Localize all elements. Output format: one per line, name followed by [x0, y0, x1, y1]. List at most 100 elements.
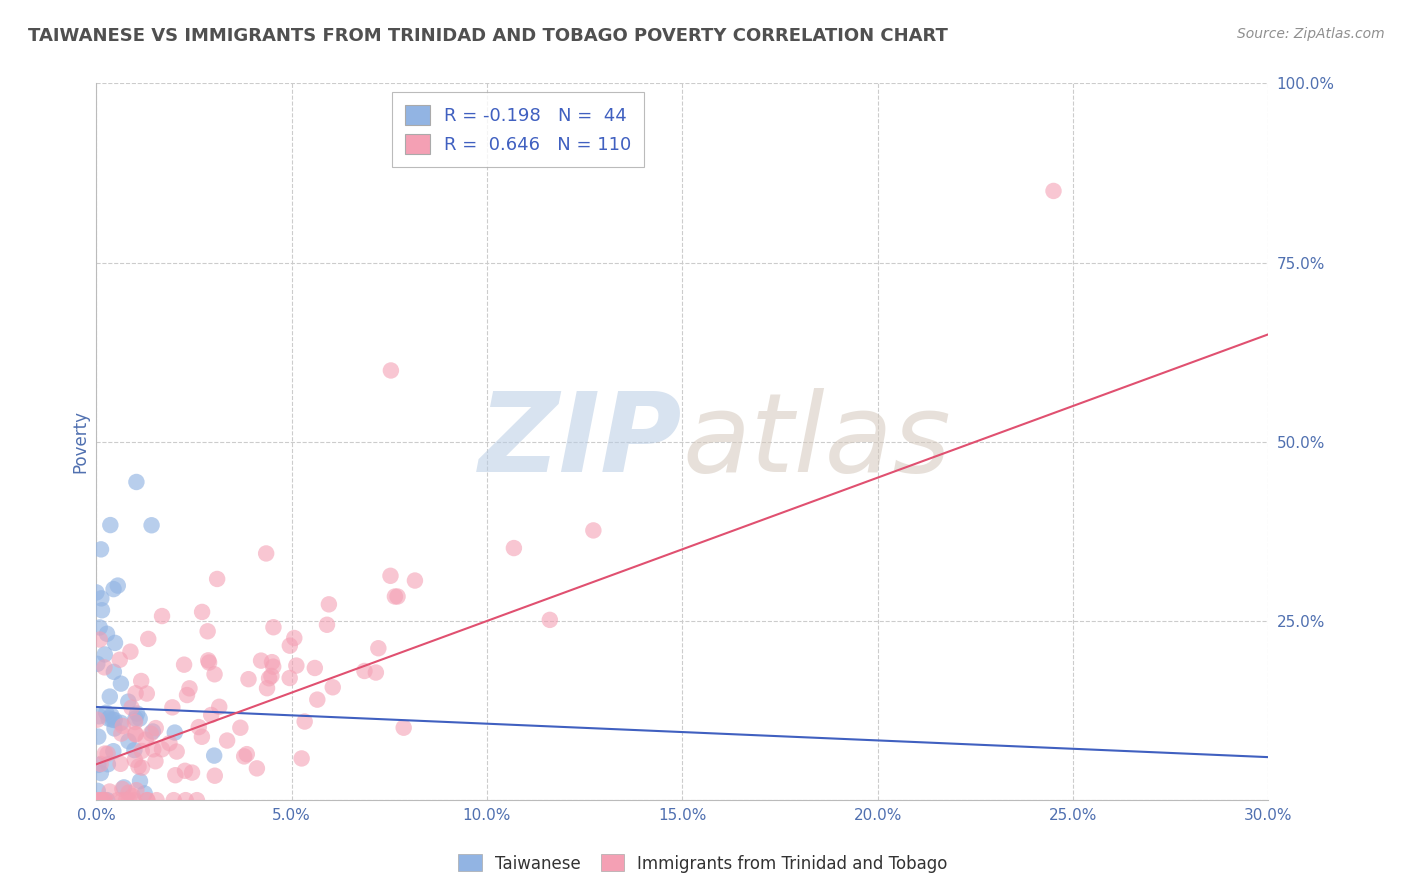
Point	[145, 754, 167, 768]
Point	[112, 780, 135, 795]
Point	[121, 789, 143, 803]
Point	[90, 793, 112, 807]
Point	[318, 598, 340, 612]
Point	[159, 736, 181, 750]
Point	[208, 699, 231, 714]
Point	[139, 726, 162, 740]
Point	[91, 603, 114, 617]
Point	[179, 681, 201, 696]
Point	[91, 793, 114, 807]
Point	[117, 734, 139, 748]
Point	[86, 713, 108, 727]
Point	[89, 620, 111, 634]
Point	[136, 793, 159, 807]
Point	[135, 687, 157, 701]
Point	[90, 542, 112, 557]
Point	[108, 653, 131, 667]
Point	[94, 648, 117, 662]
Point	[96, 793, 118, 807]
Point	[236, 747, 259, 761]
Point	[125, 727, 148, 741]
Point	[285, 658, 308, 673]
Point	[87, 793, 110, 807]
Point	[136, 793, 159, 807]
Point	[93, 660, 115, 674]
Point	[89, 632, 111, 647]
Point	[110, 726, 132, 740]
Point	[87, 730, 110, 744]
Point	[198, 656, 221, 670]
Point	[238, 672, 260, 686]
Point	[392, 721, 415, 735]
Point	[98, 690, 121, 704]
Point	[165, 768, 187, 782]
Point	[129, 774, 152, 789]
Point	[262, 659, 284, 673]
Point	[111, 719, 134, 733]
Point	[110, 676, 132, 690]
Point	[256, 681, 278, 696]
Point	[120, 645, 142, 659]
Point	[283, 631, 305, 645]
Point	[294, 714, 316, 729]
Text: ZIP: ZIP	[479, 388, 682, 495]
Point	[117, 695, 139, 709]
Point	[384, 590, 406, 604]
Point	[353, 664, 375, 678]
Point	[229, 721, 252, 735]
Y-axis label: Poverty: Poverty	[72, 410, 89, 474]
Point	[87, 793, 110, 807]
Point	[367, 641, 389, 656]
Point	[110, 756, 132, 771]
Point	[163, 793, 186, 807]
Point	[187, 720, 209, 734]
Point	[186, 793, 208, 807]
Point	[176, 688, 198, 702]
Point	[142, 724, 165, 739]
Point	[97, 747, 120, 761]
Point	[107, 793, 129, 807]
Point	[166, 745, 188, 759]
Point	[96, 627, 118, 641]
Point	[538, 613, 561, 627]
Point	[174, 764, 197, 778]
Point	[90, 766, 112, 780]
Legend: Taiwanese, Immigrants from Trinidad and Tobago: Taiwanese, Immigrants from Trinidad and …	[451, 847, 955, 880]
Point	[97, 757, 120, 772]
Point	[162, 700, 184, 714]
Point	[250, 654, 273, 668]
Point	[197, 653, 219, 667]
Point	[304, 661, 326, 675]
Point	[124, 712, 146, 726]
Point	[117, 786, 139, 800]
Point	[145, 793, 167, 807]
Point	[98, 784, 121, 798]
Point	[125, 706, 148, 721]
Point	[202, 748, 225, 763]
Text: TAIWANESE VS IMMIGRANTS FROM TRINIDAD AND TOBAGO POVERTY CORRELATION CHART: TAIWANESE VS IMMIGRANTS FROM TRINIDAD AN…	[28, 27, 948, 45]
Point	[101, 713, 124, 727]
Point	[124, 714, 146, 729]
Point	[110, 715, 132, 730]
Point	[254, 546, 277, 560]
Point	[278, 671, 301, 685]
Point	[86, 657, 108, 671]
Point	[128, 759, 150, 773]
Point	[125, 475, 148, 489]
Point	[111, 793, 134, 807]
Point	[322, 680, 344, 694]
Point	[197, 624, 219, 639]
Point	[181, 765, 204, 780]
Point	[174, 793, 197, 807]
Point	[262, 620, 284, 634]
Point	[150, 742, 173, 756]
Point	[87, 784, 110, 798]
Point	[90, 756, 112, 771]
Point	[111, 782, 134, 797]
Point	[204, 667, 226, 681]
Point	[387, 590, 409, 604]
Point	[94, 793, 117, 807]
Point	[128, 712, 150, 726]
Point	[134, 786, 156, 800]
Point	[93, 793, 115, 807]
